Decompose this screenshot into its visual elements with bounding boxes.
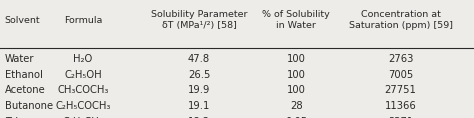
Text: 28: 28	[290, 101, 302, 111]
Text: 100: 100	[287, 85, 306, 95]
Text: C₂H₅COCH₃: C₂H₅COCH₃	[55, 101, 110, 111]
Text: 26.5: 26.5	[188, 70, 210, 80]
Text: 7005: 7005	[388, 70, 413, 80]
Text: H₂O: H₂O	[73, 54, 92, 64]
Text: Formula: Formula	[64, 16, 102, 25]
Text: 18.2: 18.2	[188, 117, 210, 118]
Text: 19.1: 19.1	[188, 101, 210, 111]
Text: 27751: 27751	[384, 85, 417, 95]
Text: 47.8: 47.8	[188, 54, 210, 64]
Text: Solvent: Solvent	[5, 16, 40, 25]
Text: 100: 100	[287, 54, 306, 64]
Text: 3371: 3371	[388, 117, 413, 118]
Text: Acetone: Acetone	[5, 85, 46, 95]
Text: 11366: 11366	[385, 101, 416, 111]
Text: 0.05: 0.05	[285, 117, 307, 118]
Text: Ethanol: Ethanol	[5, 70, 43, 80]
Text: C₆H₅CH₃: C₆H₅CH₃	[63, 117, 103, 118]
Text: C₂H₅OH: C₂H₅OH	[64, 70, 102, 80]
Text: Water: Water	[5, 54, 34, 64]
Text: Solubility Parameter
δT (MPa¹/²) [58]: Solubility Parameter δT (MPa¹/²) [58]	[151, 10, 247, 30]
Text: 100: 100	[287, 70, 306, 80]
Text: Butanone: Butanone	[5, 101, 53, 111]
Text: 2763: 2763	[388, 54, 413, 64]
Text: 19.9: 19.9	[188, 85, 210, 95]
Text: CH₃COCH₃: CH₃COCH₃	[57, 85, 109, 95]
Text: Toluene: Toluene	[5, 117, 43, 118]
Text: Concentration at
Saturation (ppm) [59]: Concentration at Saturation (ppm) [59]	[348, 10, 453, 30]
Text: % of Solubility
in Water: % of Solubility in Water	[263, 10, 330, 30]
